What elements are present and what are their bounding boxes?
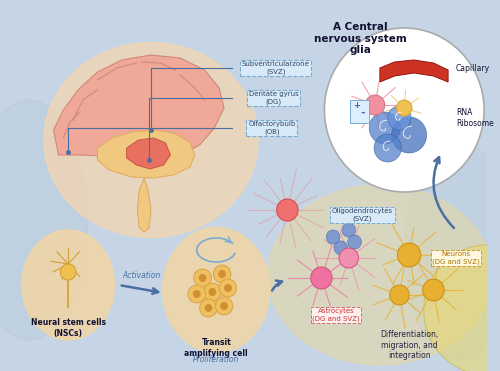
Circle shape [276,199,298,221]
Circle shape [334,241,348,255]
Circle shape [220,302,228,310]
Circle shape [200,299,217,317]
Circle shape [219,279,236,297]
Circle shape [342,223,355,237]
Circle shape [194,269,212,287]
Circle shape [204,304,212,312]
Text: Differentiation,
migration, and
integration: Differentiation, migration, and integrat… [380,330,438,360]
Circle shape [398,243,421,267]
Circle shape [326,230,340,244]
Text: RNA
Ribosome: RNA Ribosome [456,108,494,128]
Text: Activation: Activation [122,270,160,279]
Circle shape [392,117,426,153]
Circle shape [198,274,206,282]
Text: Dentate gyrus
(DG): Dentate gyrus (DG) [249,91,298,105]
Circle shape [366,95,385,115]
Ellipse shape [44,43,258,237]
Text: Olfactorybulb
(OB): Olfactorybulb (OB) [248,121,296,135]
Circle shape [224,284,232,292]
Ellipse shape [0,100,88,340]
Circle shape [396,100,412,116]
Text: Proliferation: Proliferation [193,355,240,364]
Circle shape [369,112,400,144]
FancyBboxPatch shape [350,99,368,122]
Circle shape [193,290,200,298]
Circle shape [324,28,484,192]
Text: Neural stem cells
(NSCs): Neural stem cells (NSCs) [30,318,106,338]
Circle shape [216,297,233,315]
Text: A Central
nervous system
glia: A Central nervous system glia [314,22,407,55]
Ellipse shape [162,227,270,352]
Text: Transit
amplifying cell: Transit amplifying cell [184,338,248,358]
Circle shape [339,248,358,268]
Text: Neurons
(DG and SVZ): Neurons (DG and SVZ) [432,251,480,265]
Circle shape [374,134,402,162]
Circle shape [388,106,411,130]
Text: +: + [353,101,360,110]
Ellipse shape [268,185,492,365]
Circle shape [208,288,216,296]
Circle shape [214,265,231,283]
Polygon shape [126,138,170,169]
Polygon shape [54,55,224,158]
Ellipse shape [404,140,500,360]
Text: -: - [360,108,364,118]
Circle shape [424,245,500,371]
Circle shape [310,267,332,289]
Polygon shape [380,60,448,82]
Circle shape [348,235,362,249]
Circle shape [204,283,221,301]
Circle shape [188,285,206,303]
Circle shape [218,270,226,278]
Text: Subventricularzone
(SVZ): Subventricularzone (SVZ) [242,61,310,75]
Polygon shape [138,178,151,232]
Ellipse shape [22,230,114,340]
Text: Astrocytes
(DG and SVZ): Astrocytes (DG and SVZ) [312,308,360,322]
Circle shape [390,285,409,305]
Polygon shape [98,130,195,178]
Text: Oligodendrocytes
(SVZ): Oligodendrocytes (SVZ) [332,208,393,222]
Circle shape [423,279,444,301]
Text: Capillary: Capillary [456,63,490,72]
Circle shape [60,264,76,280]
